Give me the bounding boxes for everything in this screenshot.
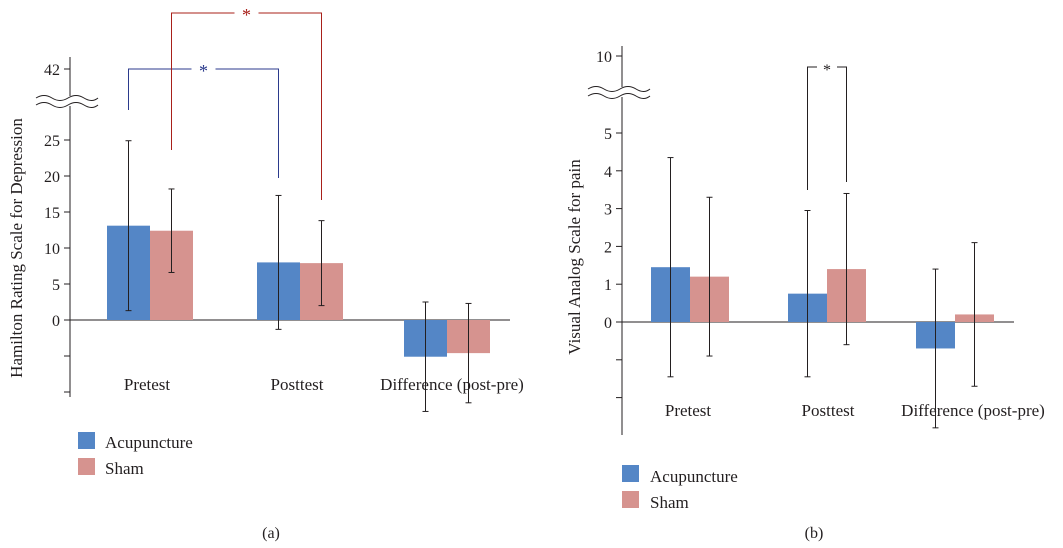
panel-a-significance-gap-red: [234, 9, 259, 17]
panel-a-significance-gap-blue: [191, 65, 216, 73]
panel-a-x-tick-label: Pretest: [124, 375, 171, 394]
panel-b-y-tick-label: 1: [604, 277, 612, 294]
panel-b-legend-swatch-sham: [622, 491, 639, 508]
panel-a-y-tick-label: 25: [44, 133, 60, 150]
panel-b-significance-gap: [817, 63, 837, 71]
panel-b-y-tick-label: 0: [604, 315, 612, 332]
panel-b-axis-break-mark: [587, 93, 651, 99]
panel-a-significance-star-blue: *: [199, 61, 208, 81]
panel-b-axis-break-mark: [587, 86, 651, 92]
panel-a-y-tick-label: 20: [44, 169, 60, 186]
panel-b-y-tick-label: 2: [604, 239, 612, 256]
panel-a-axis-break-mark: [35, 95, 99, 101]
panel-a-significance-bracket-red: [171, 12, 322, 200]
panel-a-significance-star-red: *: [242, 5, 251, 25]
panel-a-y-tick-label: 15: [44, 205, 60, 222]
panel-b-axis-break-gap: [610, 87, 634, 97]
panel-b-significance-bracket: [807, 66, 847, 190]
panel-b-y-tick-label: 3: [604, 202, 612, 219]
panel-b-y-tick-label: 5: [604, 126, 612, 143]
panel-a-axis-break-gap: [58, 96, 82, 106]
panel-a-y-tick-label: 5: [52, 277, 60, 294]
panel-a-y-tick-label: 42: [44, 62, 60, 79]
panel-b-x-tick-label: Posttest: [802, 401, 855, 420]
panel-a-y-tick-label: 10: [44, 241, 60, 258]
panel-b-x-tick-label: Difference (post-pre): [901, 401, 1045, 420]
panel-b-ylabel: Visual Analog Scale for pain: [565, 159, 584, 355]
panel-b-y-tick-label: 4: [604, 164, 612, 181]
panel-a-label: (a): [262, 525, 280, 542]
panel-a-legend-acupuncture: Acupuncture: [105, 433, 193, 452]
panel-a-ylabel: Hamilton Rating Scale for Depression: [7, 118, 26, 378]
panel-b-significance-star: *: [823, 62, 831, 79]
panel-b-legend-sham: Sham: [650, 493, 689, 512]
panel-b-x-tick-label: Pretest: [665, 401, 712, 420]
panel-b-label: (b): [805, 525, 824, 542]
panel-a: Hamilton Rating Scale for Depression (a)…: [7, 5, 524, 542]
panel-a-legend-swatch-acupuncture: [78, 432, 95, 449]
panel-b: Visual Analog Scale for pain (b) Acupunc…: [565, 46, 1045, 542]
panel-a-significance-bracket-blue: [128, 68, 279, 178]
panel-a-x-tick-label: Difference (post-pre): [380, 375, 524, 394]
panel-a-legend-sham: Sham: [105, 459, 144, 478]
panel-a-y-tick-label: 0: [52, 313, 60, 330]
panel-b-legend-acupuncture: Acupuncture: [650, 467, 738, 486]
panel-a-x-tick-label: Posttest: [271, 375, 324, 394]
panel-a-legend-swatch-sham: [78, 458, 95, 475]
panel-b-y-tick-label: 10: [596, 49, 612, 66]
panel-b-legend-swatch-acupuncture: [622, 465, 639, 482]
panel-a-axis-break-mark: [35, 102, 99, 108]
